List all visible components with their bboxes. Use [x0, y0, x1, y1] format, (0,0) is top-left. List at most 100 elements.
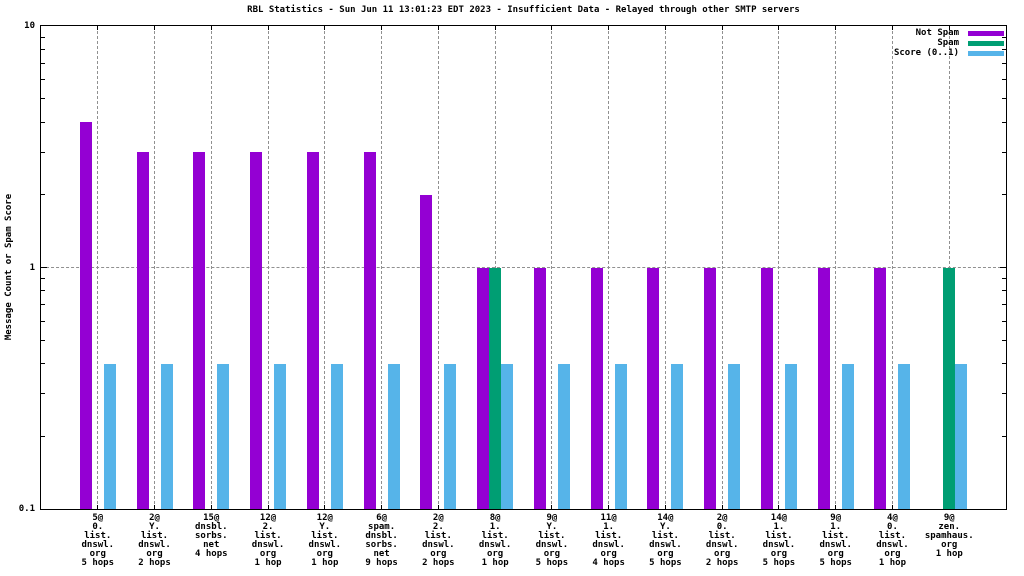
horizontal-gridline	[41, 267, 1006, 268]
x-tick	[97, 26, 99, 30]
x-tick	[437, 26, 439, 30]
x-tick	[267, 505, 269, 509]
x-tick	[381, 26, 383, 30]
bar-score-0-1-13	[841, 363, 854, 509]
x-label-group-4: 12@ Y. list. dnswl. org 1 hop	[308, 513, 342, 568]
y-minor-tick	[41, 339, 45, 341]
bar-not-spam-5	[363, 152, 376, 509]
x-tick	[551, 26, 553, 30]
bar-score-0-1-7	[501, 363, 514, 509]
x-tick	[210, 26, 212, 30]
y-minor-tick	[1002, 393, 1006, 395]
plot-area: Not Spam Spam Score (0..1)	[40, 25, 1007, 510]
y-major-tick	[41, 267, 47, 268]
x-tick	[494, 26, 496, 30]
x-tick	[210, 505, 212, 509]
bar-not-spam-6	[420, 194, 433, 509]
y-minor-tick	[1002, 339, 1006, 341]
x-tick	[608, 26, 610, 30]
y-minor-tick	[41, 363, 45, 365]
x-tick	[97, 505, 99, 509]
bar-not-spam-11	[704, 267, 717, 509]
y-minor-tick	[1002, 320, 1006, 322]
bar-not-spam-8	[533, 267, 546, 509]
y-minor-tick	[41, 304, 45, 306]
x-tick	[381, 505, 383, 509]
x-label-group-6: 2@ 2. list. dnswl. org 2 hops	[422, 513, 455, 568]
y-minor-tick	[41, 36, 45, 38]
x-label-group-7: 8@ 1. list. dnswl. org 1 hop	[478, 513, 512, 568]
y-minor-tick	[41, 48, 45, 50]
y-minor-tick	[41, 194, 45, 196]
y-minor-tick	[1002, 278, 1006, 280]
legend-row-not-spam: Not Spam	[894, 28, 1004, 38]
x-label-group-15: 9@ zen. spamhaus. org 1 hop	[924, 513, 974, 559]
x-label-group-5: 6@ spam. dnsbl. sorbs. net 9 hops	[365, 513, 398, 568]
legend-swatch-score-0-1	[968, 50, 1004, 56]
bar-not-spam-14	[874, 267, 887, 509]
bar-not-spam-12	[760, 267, 773, 509]
bar-score-0-1-6	[444, 363, 457, 509]
legend-label-not-spam: Not Spam	[915, 28, 959, 38]
bar-score-0-1-4	[330, 363, 343, 509]
chart-title: RBL Statistics - Sun Jun 11 13:01:23 EDT…	[247, 5, 800, 15]
x-tick	[324, 26, 326, 30]
x-label-group-8: 9@ Y. list. dnswl. org 5 hops	[535, 513, 569, 568]
x-tick	[437, 505, 439, 509]
y-minor-tick	[1002, 363, 1006, 365]
y-minor-tick	[41, 435, 45, 437]
y-minor-tick	[41, 79, 45, 81]
bar-score-0-1-0	[103, 363, 116, 509]
y-minor-tick	[1002, 151, 1006, 153]
x-tick	[154, 505, 156, 509]
legend-row-spam: Spam	[894, 38, 1004, 48]
y-minor-tick	[1002, 121, 1006, 123]
x-tick	[721, 505, 723, 509]
y-minor-tick	[41, 393, 45, 395]
bar-score-0-1-2	[217, 363, 230, 509]
bar-score-0-1-14	[898, 363, 911, 509]
y-minor-tick	[1002, 98, 1006, 100]
x-label-group-14: 4@ 0. list. dnswl. org 1 hop	[876, 513, 909, 568]
y-minor-tick	[1002, 36, 1006, 38]
y-minor-tick	[1002, 194, 1006, 196]
y-minor-tick	[1002, 290, 1006, 292]
bar-not-spam-13	[817, 267, 830, 509]
bar-not-spam-1	[136, 152, 149, 509]
x-label-group-13: 9@ 1. list. dnswl. org 5 hops	[819, 513, 852, 568]
y-tick-label-10: 10	[24, 21, 35, 31]
bar-score-0-1-12	[784, 363, 797, 509]
x-label-group-11: 2@ 0. list. dnswl. org 2 hops	[705, 513, 739, 568]
y-minor-tick	[41, 98, 45, 100]
x-tick	[551, 505, 553, 509]
y-minor-tick	[41, 278, 45, 280]
bar-not-spam-3	[250, 152, 263, 509]
x-label-group-2: 15@ dnsbl. sorbs. net 4 hops	[195, 513, 228, 559]
x-tick	[608, 505, 610, 509]
x-tick	[948, 26, 950, 30]
y-minor-tick	[1002, 79, 1006, 81]
bar-not-spam-0	[79, 122, 92, 509]
x-tick	[835, 26, 837, 30]
x-tick	[324, 505, 326, 509]
x-tick	[721, 26, 723, 30]
x-label-group-10: 14@ Y. list. dnswl. org 5 hops	[649, 513, 682, 568]
x-tick	[664, 26, 666, 30]
bar-not-spam-7	[477, 267, 490, 509]
y-minor-tick	[1002, 48, 1006, 50]
x-label-group-9: 11@ 1. list. dnswl. org 4 hops	[592, 513, 625, 568]
x-tick	[778, 26, 780, 30]
y-tick-label-1: 1	[29, 262, 35, 273]
y-minor-tick	[41, 62, 45, 64]
x-label-group-3: 12@ 2. list. dnswl. org 1 hop	[251, 513, 285, 568]
legend-row-score-0-1: Score (0..1)	[894, 48, 1004, 58]
bar-not-spam-2	[193, 152, 206, 509]
bar-score-0-1-5	[387, 363, 400, 509]
bar-score-0-1-1	[160, 363, 173, 509]
bar-score-0-1-15	[955, 363, 968, 509]
bar-spam-15	[943, 267, 956, 509]
x-tick	[891, 505, 893, 509]
legend-swatch-not-spam	[968, 30, 1004, 36]
legend-swatch-spam	[968, 40, 1004, 46]
bar-score-0-1-3	[274, 363, 287, 509]
